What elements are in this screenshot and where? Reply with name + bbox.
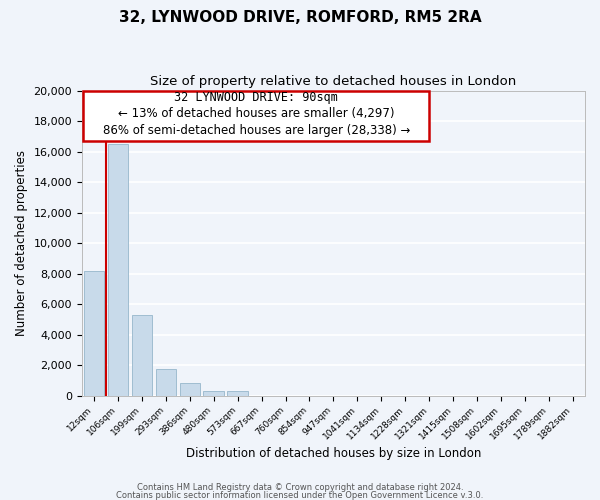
Bar [107, 144, 128, 396]
Text: 32, LYNWOOD DRIVE, ROMFORD, RM5 2RA: 32, LYNWOOD DRIVE, ROMFORD, RM5 2RA [119, 10, 481, 25]
Bar [131, 314, 152, 396]
Text: 86% of semi-detached houses are larger (28,338) →: 86% of semi-detached houses are larger (… [103, 124, 410, 136]
FancyBboxPatch shape [83, 90, 429, 141]
Bar [155, 369, 176, 396]
Text: 32 LYNWOOD DRIVE: 90sqm: 32 LYNWOOD DRIVE: 90sqm [174, 91, 338, 104]
Text: ← 13% of detached houses are smaller (4,297): ← 13% of detached houses are smaller (4,… [118, 107, 394, 120]
Y-axis label: Number of detached properties: Number of detached properties [15, 150, 28, 336]
Text: Contains public sector information licensed under the Open Government Licence v.: Contains public sector information licen… [116, 490, 484, 500]
X-axis label: Distribution of detached houses by size in London: Distribution of detached houses by size … [186, 447, 481, 460]
Bar [179, 384, 200, 396]
Title: Size of property relative to detached houses in London: Size of property relative to detached ho… [151, 75, 517, 88]
Bar [83, 270, 104, 396]
Bar [203, 392, 224, 396]
Bar [227, 392, 248, 396]
Text: Contains HM Land Registry data © Crown copyright and database right 2024.: Contains HM Land Registry data © Crown c… [137, 484, 463, 492]
